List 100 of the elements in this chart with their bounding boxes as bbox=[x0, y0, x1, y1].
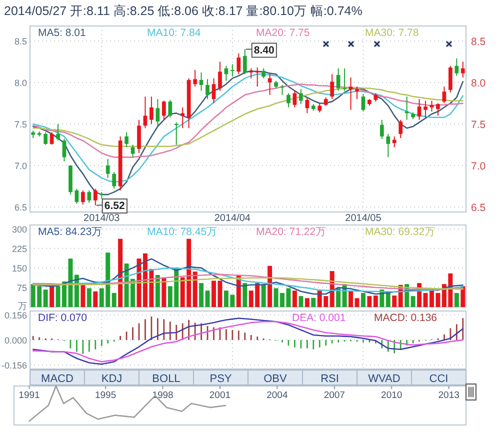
candlestick bbox=[62, 138, 66, 162]
text: BOLL bbox=[152, 373, 180, 385]
bar bbox=[162, 277, 166, 307]
x-tick-label: 1998 bbox=[152, 390, 174, 401]
y-tick-label: 0.156 bbox=[4, 310, 27, 320]
bar bbox=[292, 290, 297, 307]
candlestick bbox=[280, 84, 284, 96]
y2-tick-label: 6.5 bbox=[471, 202, 486, 214]
candlestick bbox=[460, 61, 465, 78]
candlestick bbox=[442, 86, 446, 104]
candlestick bbox=[162, 100, 166, 120]
candlestick bbox=[305, 96, 310, 114]
text: MA30: 69.32万 bbox=[365, 226, 436, 238]
text: MACD bbox=[41, 373, 74, 385]
candlestick bbox=[236, 52, 241, 75]
text: MA10: 7.84 bbox=[147, 27, 201, 39]
series-label: DEA: 0.001 bbox=[292, 312, 346, 324]
candlestick bbox=[255, 67, 260, 88]
y-tick-label: 7.5 bbox=[14, 119, 27, 130]
candlestick bbox=[174, 122, 178, 146]
candlestick bbox=[193, 70, 197, 88]
text: MA30: 7.78 bbox=[365, 27, 419, 39]
x-tick-label: 2010 bbox=[381, 390, 402, 401]
line-series bbox=[32, 277, 464, 290]
text: KDJ bbox=[101, 373, 122, 385]
candlestick bbox=[180, 106, 185, 129]
text: PSY bbox=[210, 373, 232, 385]
text: WVAD bbox=[368, 373, 400, 385]
bar bbox=[192, 272, 198, 307]
bar bbox=[392, 296, 397, 307]
text: MA10: 78.45万 bbox=[147, 226, 218, 238]
x-tick-label: 2007 bbox=[324, 390, 345, 401]
bar bbox=[336, 288, 341, 307]
candlestick bbox=[230, 64, 234, 78]
bar bbox=[155, 274, 160, 307]
text: OBV bbox=[264, 373, 288, 385]
text: MA20: 7.75 bbox=[256, 27, 310, 39]
candlestick bbox=[436, 102, 440, 116]
y-tick-label: 6.5 bbox=[14, 202, 27, 213]
candlestick bbox=[249, 68, 254, 79]
candlestick bbox=[106, 158, 110, 178]
y-axis-title: 万 bbox=[18, 301, 27, 311]
candlestick bbox=[87, 190, 92, 204]
candlestick bbox=[262, 68, 266, 79]
bar bbox=[360, 292, 366, 307]
bar bbox=[386, 292, 390, 307]
candlestick bbox=[380, 119, 384, 140]
candlestick bbox=[199, 72, 204, 92]
y-tick-label: 7.0 bbox=[14, 161, 27, 171]
candlestick bbox=[130, 144, 135, 158]
line-series bbox=[32, 267, 464, 293]
annotation: 8.40 bbox=[254, 44, 274, 56]
bar bbox=[93, 291, 98, 307]
candlestick bbox=[398, 119, 403, 139]
candlestick bbox=[330, 74, 334, 100]
candlestick bbox=[355, 86, 359, 100]
candlestick bbox=[56, 123, 60, 142]
bar bbox=[205, 290, 210, 307]
y2-tick-label: 7.0 bbox=[471, 160, 486, 172]
bar bbox=[261, 284, 266, 307]
candlestick bbox=[156, 98, 160, 126]
y-tick-label: 75 bbox=[16, 282, 27, 293]
bar bbox=[118, 238, 123, 307]
bar bbox=[304, 298, 310, 307]
y-tick-label: 8.5 bbox=[14, 36, 27, 46]
candlestick bbox=[137, 119, 141, 154]
text: DIF: 0.070 bbox=[38, 312, 88, 324]
bar bbox=[367, 296, 372, 307]
y-tick-label: 300 bbox=[12, 224, 27, 234]
candlestick bbox=[124, 132, 128, 148]
y2-tick-label: 8.0 bbox=[471, 77, 486, 90]
text: MA5: 84.23万 bbox=[38, 226, 103, 238]
bar bbox=[298, 296, 304, 307]
candlestick bbox=[218, 61, 222, 92]
text: RSI bbox=[320, 373, 339, 385]
candlestick bbox=[212, 78, 216, 104]
candlestick bbox=[150, 96, 154, 124]
candlestick bbox=[454, 58, 459, 76]
line-series bbox=[32, 274, 464, 290]
y-tick-label: 8.0 bbox=[14, 78, 27, 88]
candlestick bbox=[286, 92, 290, 108]
candlestick bbox=[299, 88, 303, 105]
text: MA20: 71.22万 bbox=[256, 226, 327, 238]
bar bbox=[80, 284, 86, 307]
bar bbox=[354, 298, 360, 307]
annotation: 6.52 bbox=[104, 200, 125, 212]
candlestick bbox=[348, 76, 353, 110]
candlestick bbox=[318, 102, 322, 113]
candlestick bbox=[143, 96, 148, 129]
bar bbox=[460, 286, 466, 307]
candlestick bbox=[206, 78, 210, 100]
chart-title: 2014/05/27 开:8.11 高:8.25 低:8.06 收:8.17 量:80.10万 幅:0.74% bbox=[4, 3, 362, 18]
candlestick bbox=[448, 65, 452, 93]
bar bbox=[410, 296, 416, 307]
x-tick-label: 2014/05 bbox=[345, 213, 382, 224]
candlestick bbox=[417, 98, 422, 120]
bar bbox=[112, 292, 116, 307]
bar bbox=[43, 290, 48, 307]
y2-tick-label: 7.5 bbox=[471, 118, 486, 131]
candlestick bbox=[81, 190, 85, 206]
